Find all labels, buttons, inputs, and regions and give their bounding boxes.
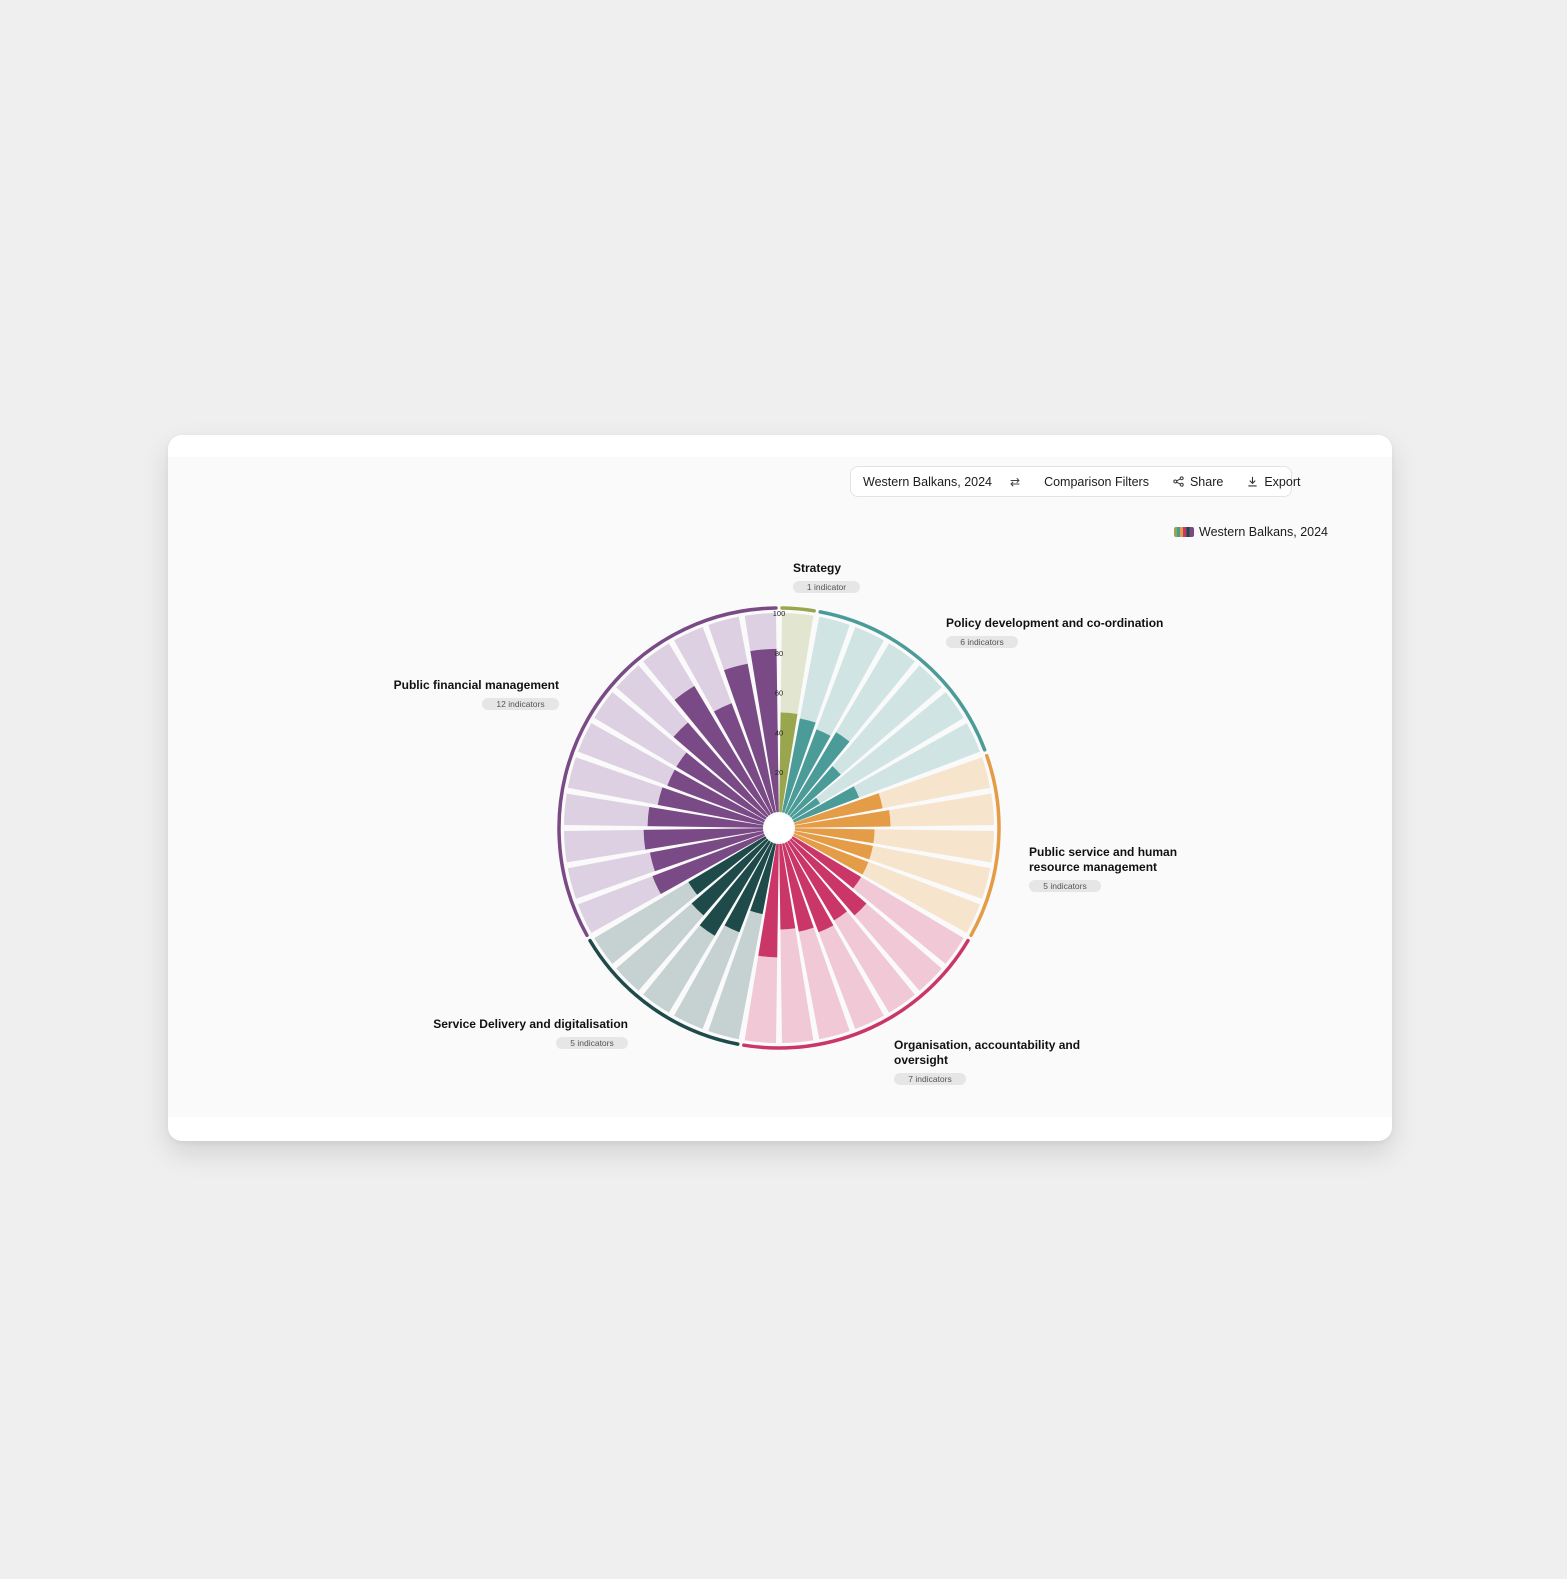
value-bar — [784, 841, 834, 933]
value-bar — [699, 840, 771, 936]
value-bar — [667, 769, 766, 823]
category-ring-arc — [818, 610, 987, 752]
category-ring-arc — [557, 606, 778, 938]
value-bar — [657, 787, 764, 826]
share-label: Share — [1189, 474, 1224, 489]
value-bar — [792, 786, 860, 823]
download-icon — [1247, 476, 1258, 487]
indicator-count-badge — [894, 1073, 966, 1085]
value-bar — [794, 793, 883, 826]
indicator-count-label: 6 indicators — [960, 637, 1003, 647]
chart-toolbar: Western Balkans, 2024 ⇄ Comparison Filte… — [850, 466, 1300, 497]
value-bar — [713, 703, 774, 815]
value-bar — [643, 828, 764, 850]
value-bar — [688, 836, 767, 895]
share-icon — [1173, 476, 1184, 487]
value-bar — [791, 836, 862, 889]
category-ring-arc — [969, 753, 1001, 938]
value-bar — [787, 840, 847, 921]
category-ring-arc — [588, 938, 740, 1046]
value-bar — [792, 833, 869, 875]
category-label: Public service and human — [1029, 845, 1177, 859]
radial-tick-label: 20 — [775, 768, 783, 777]
category-label: Policy development and co-ordination — [946, 616, 1163, 630]
category-label: resource management — [1029, 860, 1157, 874]
value-bar — [781, 843, 814, 932]
card-header-band — [168, 435, 1392, 457]
value-bar — [794, 810, 891, 828]
category-label: Public financial management — [394, 678, 559, 692]
export-label: Export — [1264, 474, 1301, 489]
value-bar — [791, 797, 821, 820]
category-label: Organisation, accountability and — [894, 1038, 1080, 1052]
indicator-count-label: 1 indicator — [807, 582, 846, 592]
radial-tick-label: 60 — [775, 689, 783, 698]
swap-arrows-icon[interactable]: ⇄ — [1010, 474, 1021, 489]
radial-tick-label: 100 — [773, 609, 786, 618]
value-bar — [781, 718, 816, 813]
value-bar — [784, 729, 831, 815]
value-bar — [779, 712, 798, 813]
value-bar — [758, 843, 779, 958]
indicator-count-label: 5 indicators — [570, 1038, 613, 1048]
indicator-count-badge — [793, 581, 860, 593]
background-bar — [791, 692, 964, 820]
value-bar — [750, 843, 777, 915]
value-bar — [691, 838, 769, 916]
value-bar — [750, 648, 779, 813]
value-bar — [794, 828, 875, 844]
value-bar — [652, 833, 766, 895]
indicator-count-label: 12 indicators — [496, 699, 544, 709]
share-button[interactable]: Share — [1161, 467, 1235, 496]
legend-label: Western Balkans, 2024 — [1199, 525, 1329, 539]
indicator-count-badge — [946, 636, 1018, 648]
comparison-filters-label: Comparison Filters — [1044, 474, 1149, 489]
chart-legend: Western Balkans, 2024 — [1174, 525, 1328, 539]
export-button[interactable]: Export — [1235, 467, 1312, 496]
value-bar — [673, 722, 769, 818]
value-bar — [779, 843, 796, 930]
category-ring-arc — [742, 938, 970, 1050]
legend-swatch — [1174, 527, 1194, 537]
category-label: oversight — [894, 1053, 948, 1067]
value-bar — [649, 830, 764, 872]
value-bar — [676, 752, 767, 820]
indicator-count-badge — [482, 698, 559, 710]
category-label: Strategy — [793, 561, 841, 575]
chart-center — [765, 814, 793, 842]
indicator-count-badge — [556, 1037, 628, 1049]
category-label: Service Delivery and digitalisation — [433, 1017, 628, 1031]
indicator-count-label: 5 indicators — [1043, 881, 1086, 891]
selection-label: Western Balkans, 2024 — [863, 474, 993, 489]
card-footer-band — [168, 1117, 1392, 1141]
indicator-count-badge — [1029, 880, 1101, 892]
category-ring-arc — [780, 606, 816, 613]
selection-button[interactable]: Western Balkans, 2024 ⇄ — [851, 467, 1032, 496]
value-bar — [674, 686, 771, 816]
value-bar — [789, 838, 867, 916]
radial-tick-label: 40 — [775, 728, 783, 737]
value-bar — [724, 663, 777, 813]
value-bar — [647, 806, 764, 828]
comparison-filters-button[interactable]: Comparison Filters — [1032, 467, 1161, 496]
value-bar — [789, 766, 841, 818]
indicator-count-label: 7 indicators — [908, 1074, 951, 1084]
radial-tick-label: 80 — [775, 649, 783, 658]
value-bar — [787, 732, 850, 816]
value-bar — [724, 841, 774, 933]
value-bar — [794, 830, 873, 860]
chart-card: Western Balkans, 2024 ⇄ Comparison Filte… — [168, 435, 1392, 1141]
